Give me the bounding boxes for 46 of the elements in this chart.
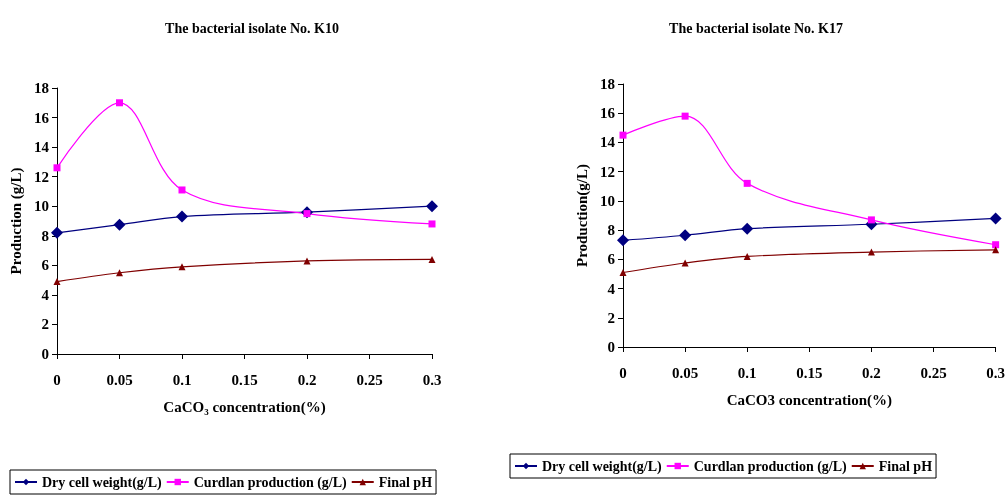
x-axis-title: CaCO₃ concentration(%): [163, 398, 326, 416]
legend-label: Dry cell weight(g/L): [542, 458, 663, 475]
y-tick-label: 0: [41, 346, 49, 362]
y-tick-label: 8: [607, 222, 615, 239]
y-axis-title: Production(g/L): [573, 163, 591, 268]
x-tick-label: 0.1: [172, 371, 192, 388]
y-tick-label: 0: [607, 339, 615, 355]
y-tick-label: 14: [34, 139, 50, 156]
y-tick-label: 18: [34, 80, 49, 96]
x-tick-label: 0.1: [737, 364, 757, 381]
x-tick-label: 0.05: [106, 371, 133, 388]
legend-label: Final pH: [378, 474, 433, 490]
x-tick-label: 0.15: [231, 371, 258, 388]
y-tick-label: 12: [600, 163, 615, 180]
x-tick-label: 0.05: [671, 364, 699, 381]
y-tick-label: 10: [600, 192, 615, 209]
y-tick-label: 4: [41, 286, 50, 303]
y-tick-label: 10: [34, 198, 49, 215]
y-tick-label: 6: [607, 251, 616, 268]
y-tick-label: 16: [34, 109, 50, 126]
y-tick-label: 14: [600, 134, 616, 151]
x-tick-label: 0: [619, 364, 627, 381]
legend-label: Dry cell weight(g/L): [42, 474, 163, 491]
x-tick-label: 0.2: [297, 371, 317, 388]
y-tick-label: 18: [600, 76, 615, 92]
y-tick-label: 4: [607, 280, 616, 297]
x-tick-label: 0.3: [422, 371, 442, 388]
y-tick-label: 16: [600, 105, 616, 122]
x-tick-label: 0: [53, 371, 61, 388]
legend-label: Curdlan production (g/L): [193, 474, 348, 491]
y-tick-label: 6: [41, 257, 50, 274]
y-tick-label: 2: [607, 309, 615, 326]
legend-label: Final pH: [878, 458, 933, 474]
chart-title: The bacterial isolate No. K17: [669, 20, 843, 36]
chart-title: The bacterial isolate No. K10: [165, 20, 339, 36]
x-tick-label: 0.2: [862, 364, 881, 381]
y-tick-label: 12: [34, 168, 49, 185]
x-axis-title: CaCO3 concentration(%): [726, 391, 893, 409]
y-tick-label: 8: [41, 227, 49, 244]
x-tick-label: 0.3: [986, 364, 1005, 381]
y-axis-title: Production (g/L): [7, 167, 25, 275]
x-tick-label: 0.25: [920, 364, 947, 381]
x-tick-label: 0.25: [356, 371, 383, 388]
legend-label: Curdlan production (g/L): [693, 458, 848, 475]
y-tick-label: 2: [41, 316, 49, 333]
x-tick-label: 0.15: [796, 364, 823, 381]
